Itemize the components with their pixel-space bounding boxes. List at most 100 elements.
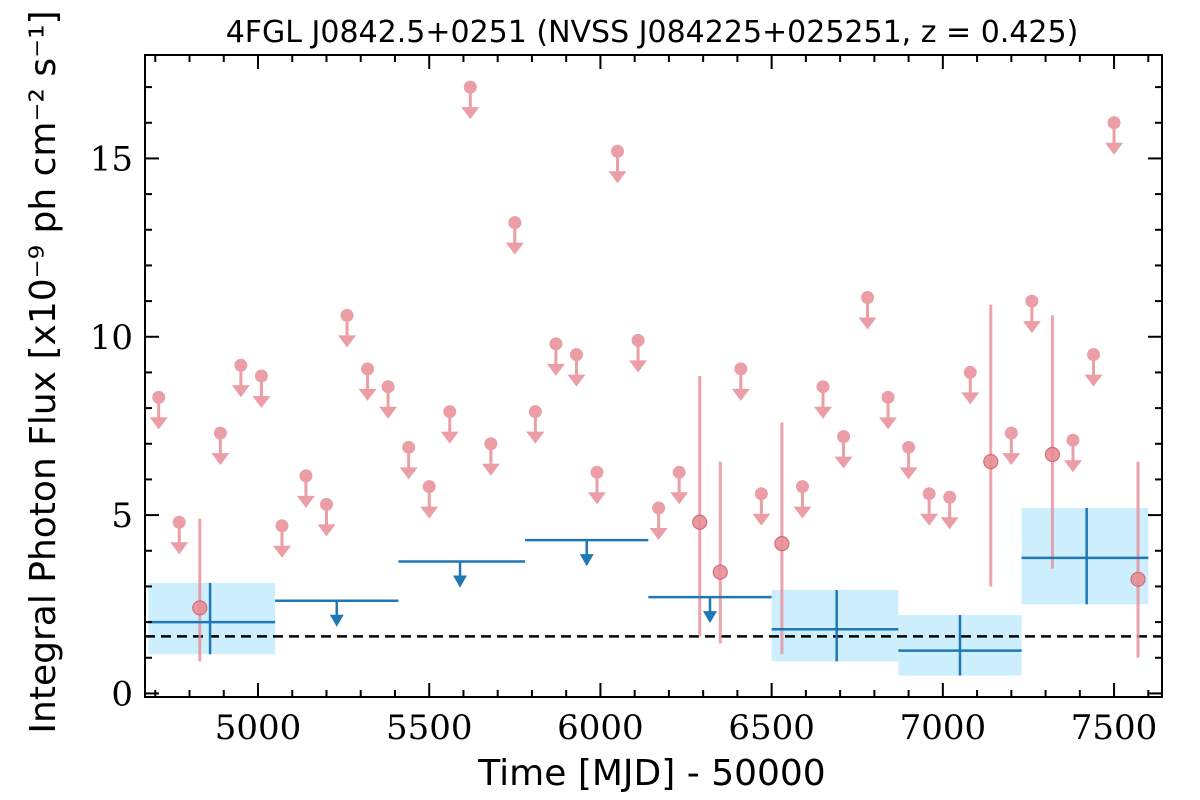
upper-limit-point (861, 291, 875, 305)
upper-limit-arrow (211, 453, 230, 466)
upper-limit-point (1025, 294, 1039, 308)
short-bin-upper-limit (814, 380, 832, 419)
upper-limit-arrow (358, 388, 377, 401)
upper-limit-arrow (149, 417, 168, 430)
upper-limit-point (652, 501, 666, 515)
upper-limit-point (234, 358, 248, 372)
upper-limit-point (381, 380, 395, 394)
upper-limit-arrow (1002, 453, 1021, 466)
upper-limit-arrow (1105, 142, 1124, 155)
short-bin-upper-limit (1084, 348, 1103, 387)
upper-limit-point (319, 497, 333, 511)
upper-limit-arrow (272, 545, 291, 558)
short-bin-upper-limit (920, 487, 939, 526)
long-bin-band (771, 590, 899, 662)
long-bin-bands (148, 507, 1149, 676)
upper-limit-arrow (649, 527, 668, 540)
short-bin-upper-limit (940, 490, 959, 530)
upper-limit-arrow (834, 456, 853, 469)
upper-limit-point (528, 405, 542, 419)
short-bin-upper-limit (546, 337, 565, 376)
short-bin-upper-limit (211, 426, 230, 466)
short-bin-upper-limit (252, 369, 271, 408)
detection-point (1130, 571, 1146, 587)
upper-limit-arrow (879, 417, 898, 430)
upper-limit-point (837, 430, 851, 444)
upper-limit-arrow (1063, 460, 1082, 473)
short-bin-upper-limit (481, 437, 500, 476)
plot-axes (144, 54, 1163, 698)
upper-limit-point (569, 348, 583, 362)
upper-limit-point (734, 362, 748, 376)
upper-limit-arrow (588, 492, 606, 505)
upper-limit-point (672, 465, 686, 479)
short-bin-upper-limit (526, 405, 545, 444)
short-bin-upper-limit (670, 465, 689, 505)
short-bin-upper-limit (440, 405, 459, 444)
long-bin-upper-limit (275, 599, 399, 627)
upper-limit-point (795, 480, 809, 494)
upper-limit-arrow (420, 506, 439, 519)
upper-limit-arrow (629, 360, 648, 373)
long-ul-arrow (703, 611, 717, 624)
long-bin-detection (898, 614, 1022, 676)
upper-limit-arrow (1022, 321, 1041, 334)
upper-limit-point (590, 465, 604, 479)
upper-limit-arrow (814, 406, 832, 419)
x-tick-label: 5500 (386, 708, 473, 748)
short-bin-upper-limit (505, 216, 524, 255)
long-bin-band (148, 582, 276, 655)
detection-point (1044, 446, 1061, 463)
x-tick-label: 7500 (1071, 708, 1158, 748)
detection-point (983, 454, 999, 470)
upper-limit-point (611, 144, 625, 158)
upper-limit-point (631, 333, 645, 347)
x-tick-label: 6000 (557, 708, 644, 748)
x-tick-label: 6500 (728, 708, 815, 748)
short-bin-upper-limit (567, 348, 586, 387)
short-bin-upper-limit (629, 333, 648, 373)
upper-limit-point (963, 365, 977, 379)
short-bin-detections (192, 304, 1146, 662)
short-bin-upper-limit (149, 390, 168, 430)
upper-limit-arrow (752, 513, 771, 526)
x-tick-label: 7000 (900, 708, 987, 748)
short-bin-upper-limit (1063, 433, 1082, 473)
detection-point (692, 514, 708, 530)
long-ul-arrow (453, 575, 468, 588)
short-bin-detection (1130, 461, 1146, 658)
upper-limit-point (1087, 348, 1101, 362)
short-bin-upper-limit (338, 308, 357, 348)
upper-limit-arrow (567, 374, 586, 387)
upper-limit-arrow (379, 406, 398, 419)
short-bin-upper-limits (149, 80, 1124, 558)
short-bin-upper-limit (1002, 426, 1021, 466)
long-bin-upper-limit (648, 595, 772, 624)
long-ul-arrow (579, 554, 594, 567)
short-bin-upper-limit (731, 362, 750, 401)
upper-limit-arrow (296, 495, 315, 508)
short-bin-upper-limit (461, 80, 480, 120)
long-bin-upper-limit (398, 560, 526, 588)
upper-limit-point (943, 490, 957, 504)
short-bin-detection (1044, 315, 1061, 569)
upper-limit-point (1107, 116, 1121, 130)
upper-limit-point (254, 369, 268, 383)
upper-limit-arrow (940, 517, 959, 530)
upper-limit-arrow (608, 171, 627, 184)
x-axis-label: Time [MJD] - 50000 (477, 753, 825, 794)
upper-limit-arrow (252, 396, 271, 408)
short-bin-detection (192, 518, 208, 662)
short-bin-upper-limit (834, 430, 853, 469)
plot-frame (144, 54, 1163, 698)
upper-limit-point (299, 469, 313, 483)
upper-limit-point (443, 405, 457, 419)
upper-limit-point (1066, 433, 1080, 447)
upper-limit-arrow (920, 513, 939, 526)
upper-limit-arrow (317, 524, 336, 537)
upper-limit-arrow (440, 431, 459, 444)
upper-limit-point (881, 390, 895, 404)
short-bin-upper-limit (879, 390, 898, 430)
long-bin-detection (148, 582, 276, 655)
